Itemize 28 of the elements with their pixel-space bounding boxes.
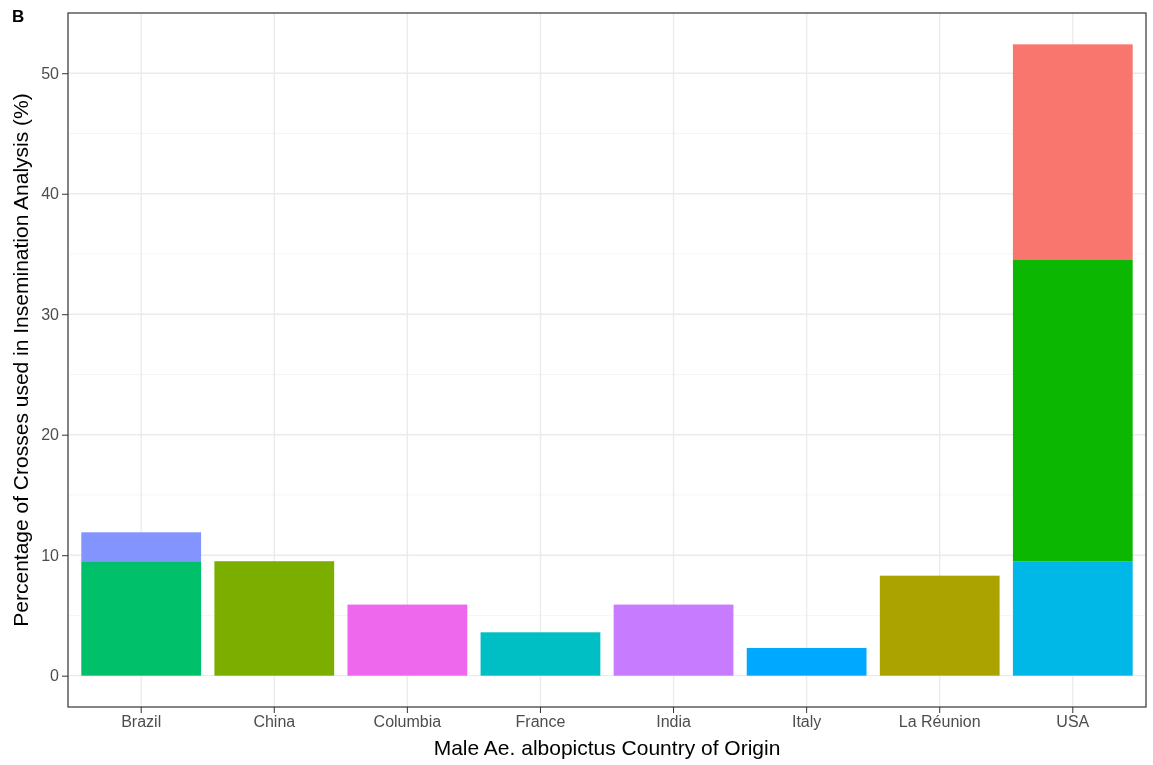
y-tick-label: 10 xyxy=(41,546,60,564)
y-tick-label: 50 xyxy=(41,64,60,82)
bar xyxy=(1012,561,1133,676)
x-tick-label: USA xyxy=(1056,713,1090,731)
bar xyxy=(613,604,734,676)
x-tick-label: India xyxy=(656,713,691,731)
y-tick-label: 40 xyxy=(41,185,60,203)
x-tick-label: Italy xyxy=(791,713,822,731)
x-tick-label: China xyxy=(253,713,296,731)
y-tick-label: 30 xyxy=(41,305,60,323)
bar xyxy=(1012,260,1133,562)
bar xyxy=(81,561,202,676)
y-tick-label: 20 xyxy=(41,426,60,444)
chart-title: B xyxy=(12,7,25,26)
x-axis-title: Male Ae. albopictus Country of Origin xyxy=(433,736,781,759)
bar xyxy=(480,632,601,676)
bar xyxy=(347,604,468,676)
x-tick-label: Brazil xyxy=(121,713,162,731)
y-axis-title: Percentage of Crosses used in Insemination Analysis (%) xyxy=(9,93,32,627)
bar xyxy=(746,647,867,676)
y-tick-label: 0 xyxy=(50,667,60,685)
x-tick-label: Columbia xyxy=(373,713,442,731)
bar xyxy=(1012,44,1133,260)
bar xyxy=(214,561,335,676)
bar xyxy=(81,532,202,562)
x-tick-label: La Réunion xyxy=(898,713,981,731)
bar xyxy=(879,575,1000,676)
x-tick-label: France xyxy=(515,713,566,731)
